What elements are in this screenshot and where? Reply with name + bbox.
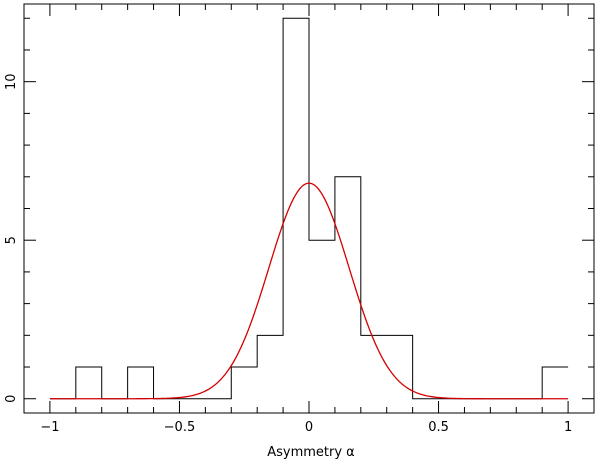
y-tick-label: 10 bbox=[4, 73, 19, 90]
histogram-outline bbox=[49, 17, 569, 400]
y-tick-label: 0 bbox=[4, 395, 19, 403]
y-ticks bbox=[24, 17, 594, 400]
x-tick-label: 0.5 bbox=[428, 420, 449, 435]
y-tick-label: 5 bbox=[4, 236, 19, 244]
x-tick-labels: −1 −0.5 0 0.5 1 bbox=[40, 420, 572, 435]
x-axis-title: Asymmetry α bbox=[267, 445, 355, 460]
x-tick-label: 1 bbox=[564, 420, 572, 435]
y-tick-labels: 0 5 10 bbox=[4, 73, 19, 402]
gaussian-fit-curve bbox=[49, 182, 569, 400]
x-tick-label: −0.5 bbox=[164, 420, 196, 435]
x-tick-label: 0 bbox=[305, 420, 313, 435]
x-ticks bbox=[23, 4, 595, 413]
x-tick-label: −1 bbox=[40, 420, 59, 435]
